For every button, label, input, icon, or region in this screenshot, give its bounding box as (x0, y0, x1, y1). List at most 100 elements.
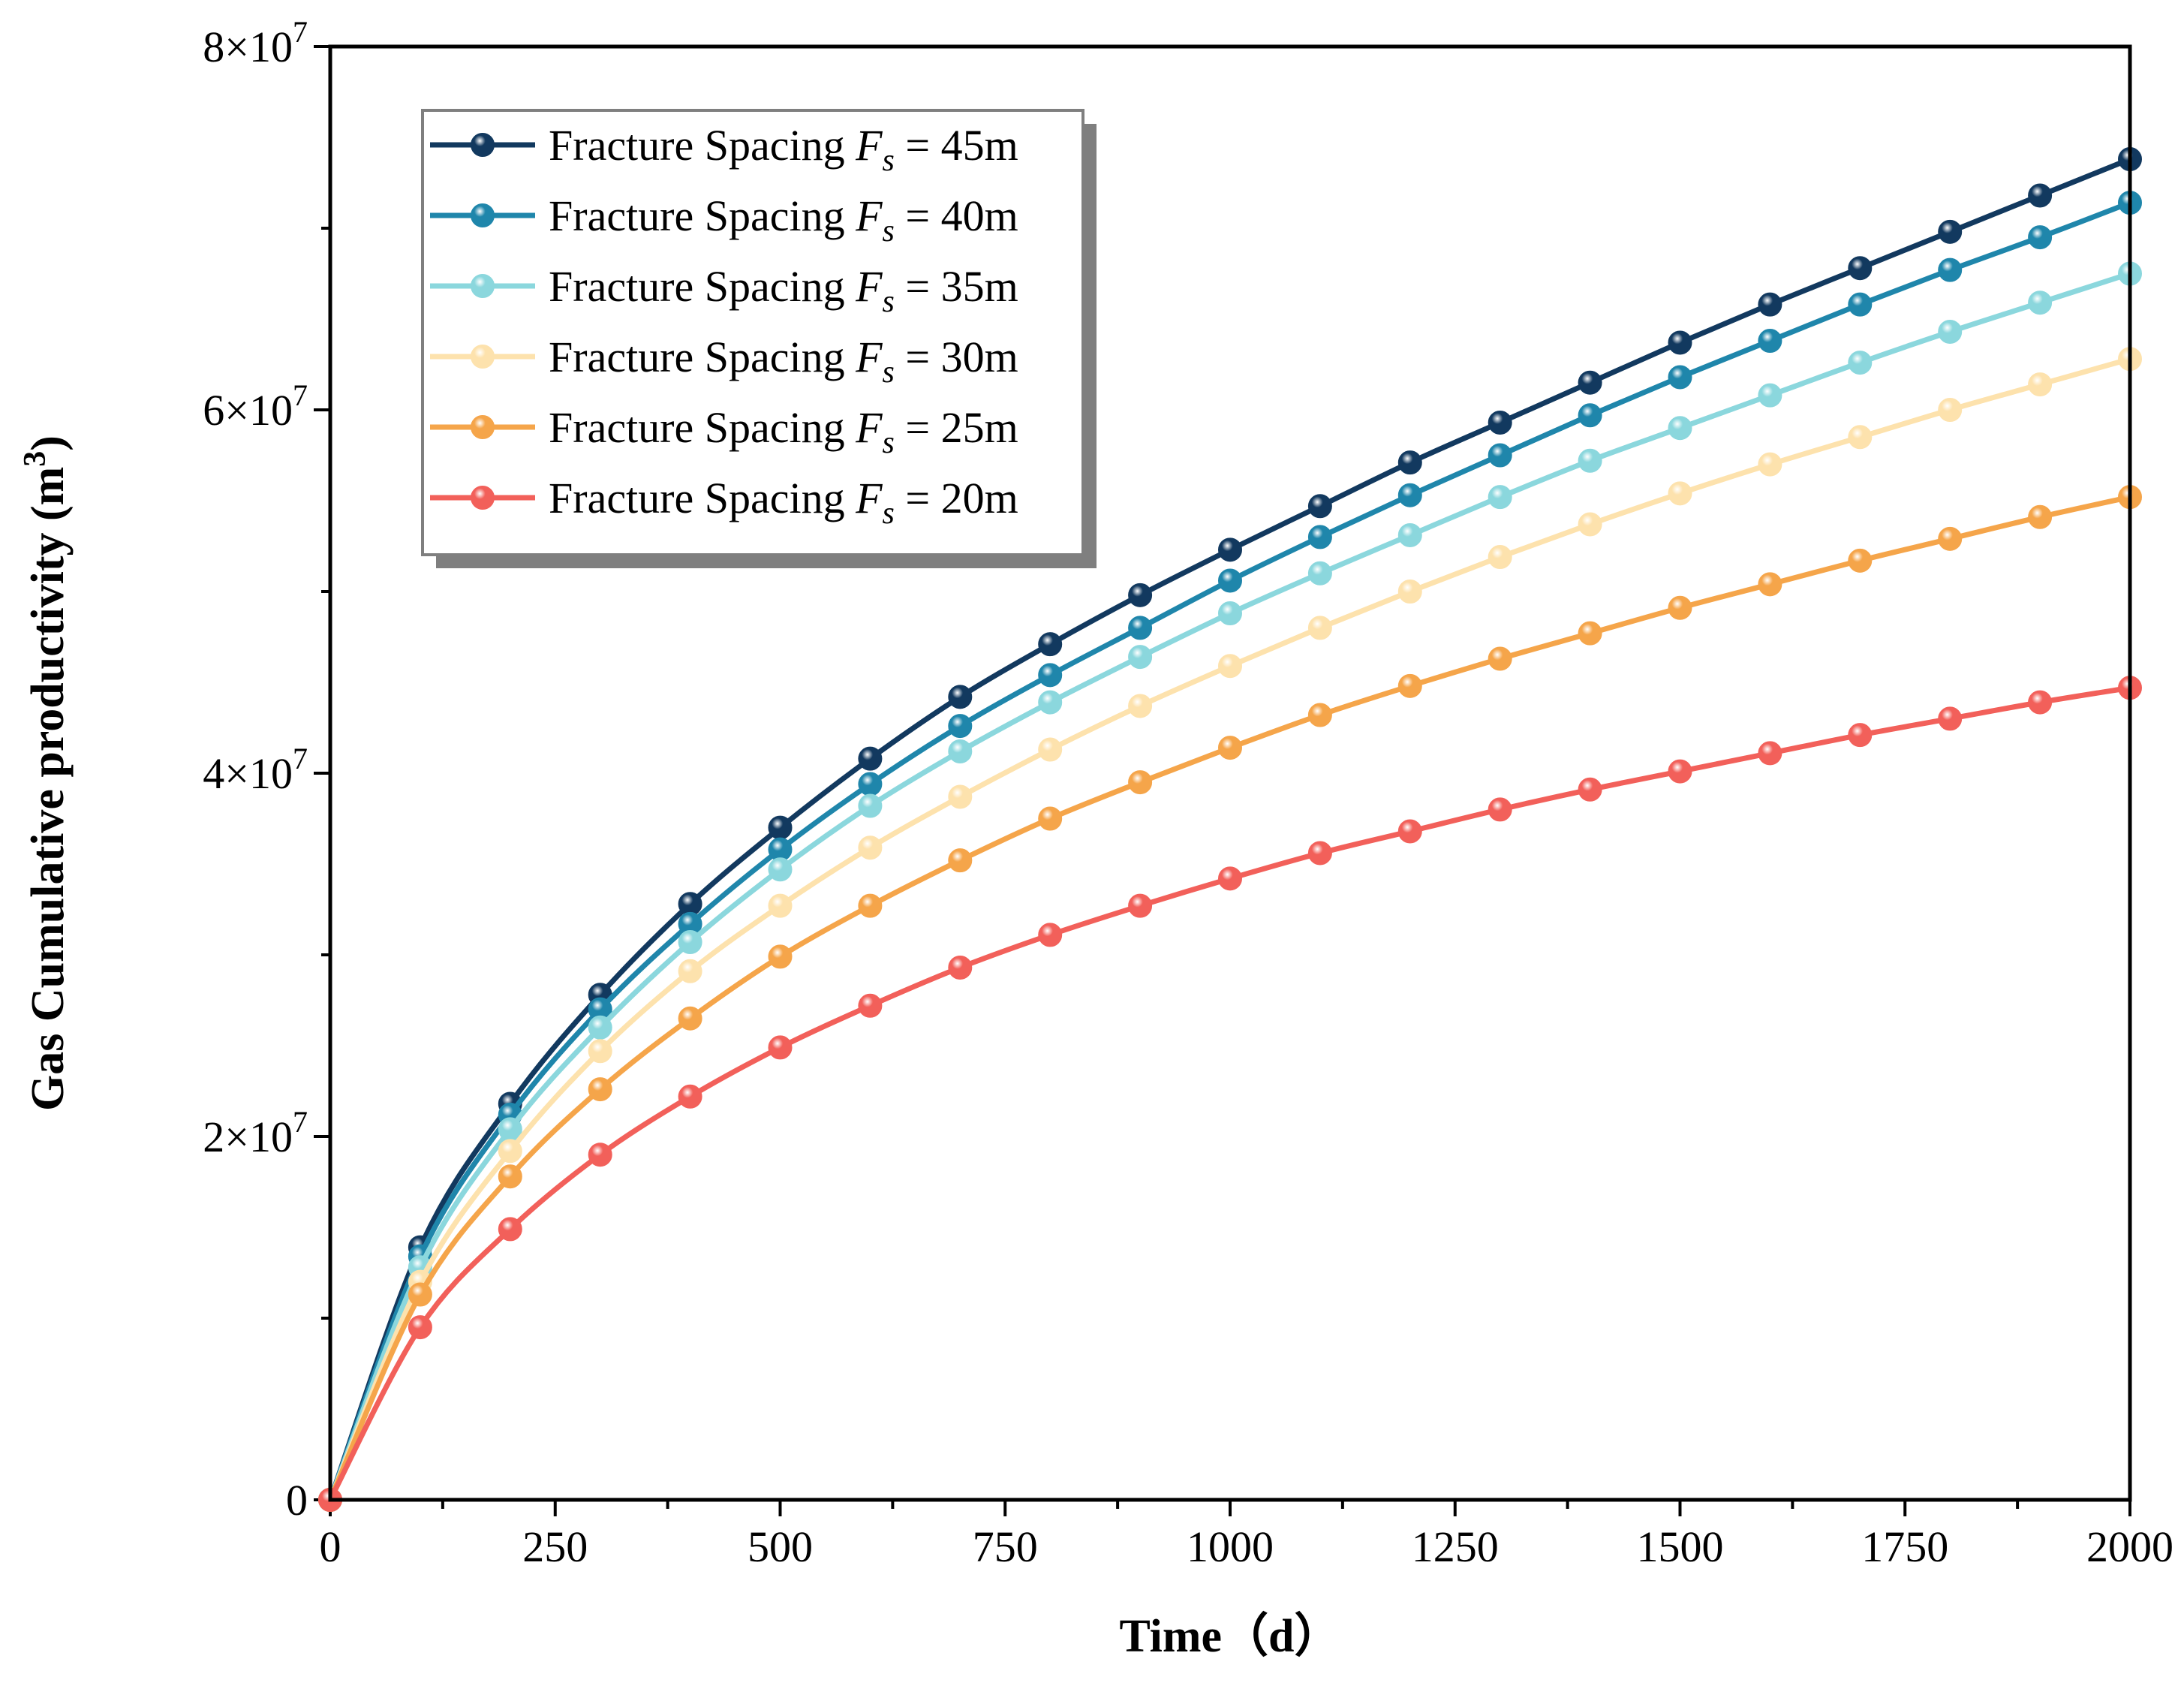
x-tick-label: 250 (522, 1522, 588, 1571)
legend-item: Fracture Spacing Fs = 35m (430, 262, 1018, 319)
data-point (858, 772, 883, 796)
data-point (1488, 646, 1512, 671)
data-point (1938, 319, 1963, 344)
x-tick-label: 1000 (1187, 1522, 1274, 1571)
x-tick-label: 2000 (2086, 1522, 2173, 1571)
legend-marker (471, 415, 495, 439)
y-tick-label: 8×107 (203, 15, 308, 71)
data-point (1038, 737, 1063, 762)
legend-marker (471, 486, 495, 510)
series-layer (318, 147, 2142, 1512)
legend-label: Fracture Spacing Fs = 30m (549, 333, 1018, 390)
data-point (1488, 410, 1512, 435)
legend-item: Fracture Spacing Fs = 45m (430, 121, 1018, 178)
data-point (1307, 525, 1332, 549)
data-point (1938, 257, 1963, 282)
data-point (678, 959, 702, 983)
x-tick-label: 1250 (1412, 1522, 1499, 1571)
data-point (1218, 866, 1242, 891)
data-point (768, 857, 793, 882)
data-point (1397, 580, 1422, 604)
data-point (1218, 568, 1242, 593)
data-point (1038, 806, 1063, 831)
data-point (1668, 481, 1692, 506)
legend: Fracture Spacing Fs = 45m Fracture Spacin… (421, 109, 1097, 568)
series-20m (318, 676, 2142, 1512)
data-point (1397, 673, 1422, 698)
data-point (1488, 545, 1512, 570)
data-point (1307, 841, 1332, 866)
legend-label: Fracture Spacing Fs = 45m (549, 121, 1018, 178)
ticks-layer (314, 45, 2131, 1516)
data-point (2028, 183, 2053, 208)
data-point (1038, 923, 1063, 947)
data-point (1307, 703, 1332, 727)
data-point (1397, 819, 1422, 844)
data-point (1218, 654, 1242, 679)
data-point (1848, 723, 1873, 748)
series-line (327, 356, 2131, 1501)
data-point (768, 893, 793, 918)
data-point (1668, 330, 1692, 355)
data-point (2028, 372, 2053, 397)
data-point (1578, 512, 1602, 537)
data-point (1397, 450, 1422, 475)
plot-frame (328, 44, 2132, 1502)
data-point (1578, 403, 1602, 428)
data-point (498, 1217, 522, 1242)
data-point (768, 1035, 793, 1060)
x-tick-label: 0 (320, 1522, 341, 1571)
data-point (2028, 504, 2053, 529)
data-point (1758, 741, 1782, 766)
data-point (408, 1282, 432, 1307)
legend-marker (471, 345, 495, 369)
data-point (1397, 483, 1422, 507)
data-point (948, 955, 973, 980)
data-point (1848, 351, 1873, 375)
data-point (678, 930, 702, 955)
data-point (678, 892, 702, 917)
data-point (1848, 292, 1873, 317)
data-point (1128, 770, 1153, 795)
y-tick-label: 4×107 (203, 742, 308, 798)
data-point (1578, 777, 1602, 802)
x-tick-label: 750 (973, 1522, 1038, 1571)
x-tick-label: 1500 (1637, 1522, 1724, 1571)
data-point (588, 1039, 612, 1064)
data-point (948, 714, 973, 739)
legend-marker (471, 133, 495, 157)
data-point (1038, 663, 1063, 688)
legend-box (421, 109, 1084, 556)
data-point (1668, 416, 1692, 441)
data-point (1848, 256, 1873, 281)
legend-label: Fracture Spacing Fs = 25m (549, 403, 1018, 460)
data-point (768, 815, 793, 840)
x-tick-label: 1750 (1861, 1522, 1948, 1571)
data-point (1578, 448, 1602, 473)
legend-label: Fracture Spacing Fs = 20m (549, 474, 1018, 531)
y-tick-label: 0 (286, 1476, 308, 1525)
data-point (1758, 452, 1782, 477)
data-point (1307, 616, 1332, 640)
data-point (1848, 425, 1873, 450)
data-point (588, 1015, 612, 1040)
data-point (588, 1077, 612, 1102)
series-40m (318, 191, 2142, 1512)
data-point (948, 685, 973, 709)
series-line (327, 200, 2131, 1501)
y-axis-title: Gas Cumulative productivity (m3) (18, 435, 74, 1111)
data-point (1128, 694, 1153, 718)
data-point (2028, 225, 2053, 250)
series-25m (318, 485, 2142, 1512)
data-point (1938, 398, 1963, 422)
data-point (1488, 443, 1512, 468)
data-point (1128, 645, 1153, 670)
data-point (1307, 561, 1332, 586)
data-point (1758, 383, 1782, 408)
legend-item: Fracture Spacing Fs = 40m (430, 191, 1018, 248)
data-point (1128, 583, 1153, 607)
data-point (1668, 365, 1692, 390)
data-point (2028, 690, 2053, 715)
legend-item: Fracture Spacing Fs = 30m (430, 333, 1018, 390)
